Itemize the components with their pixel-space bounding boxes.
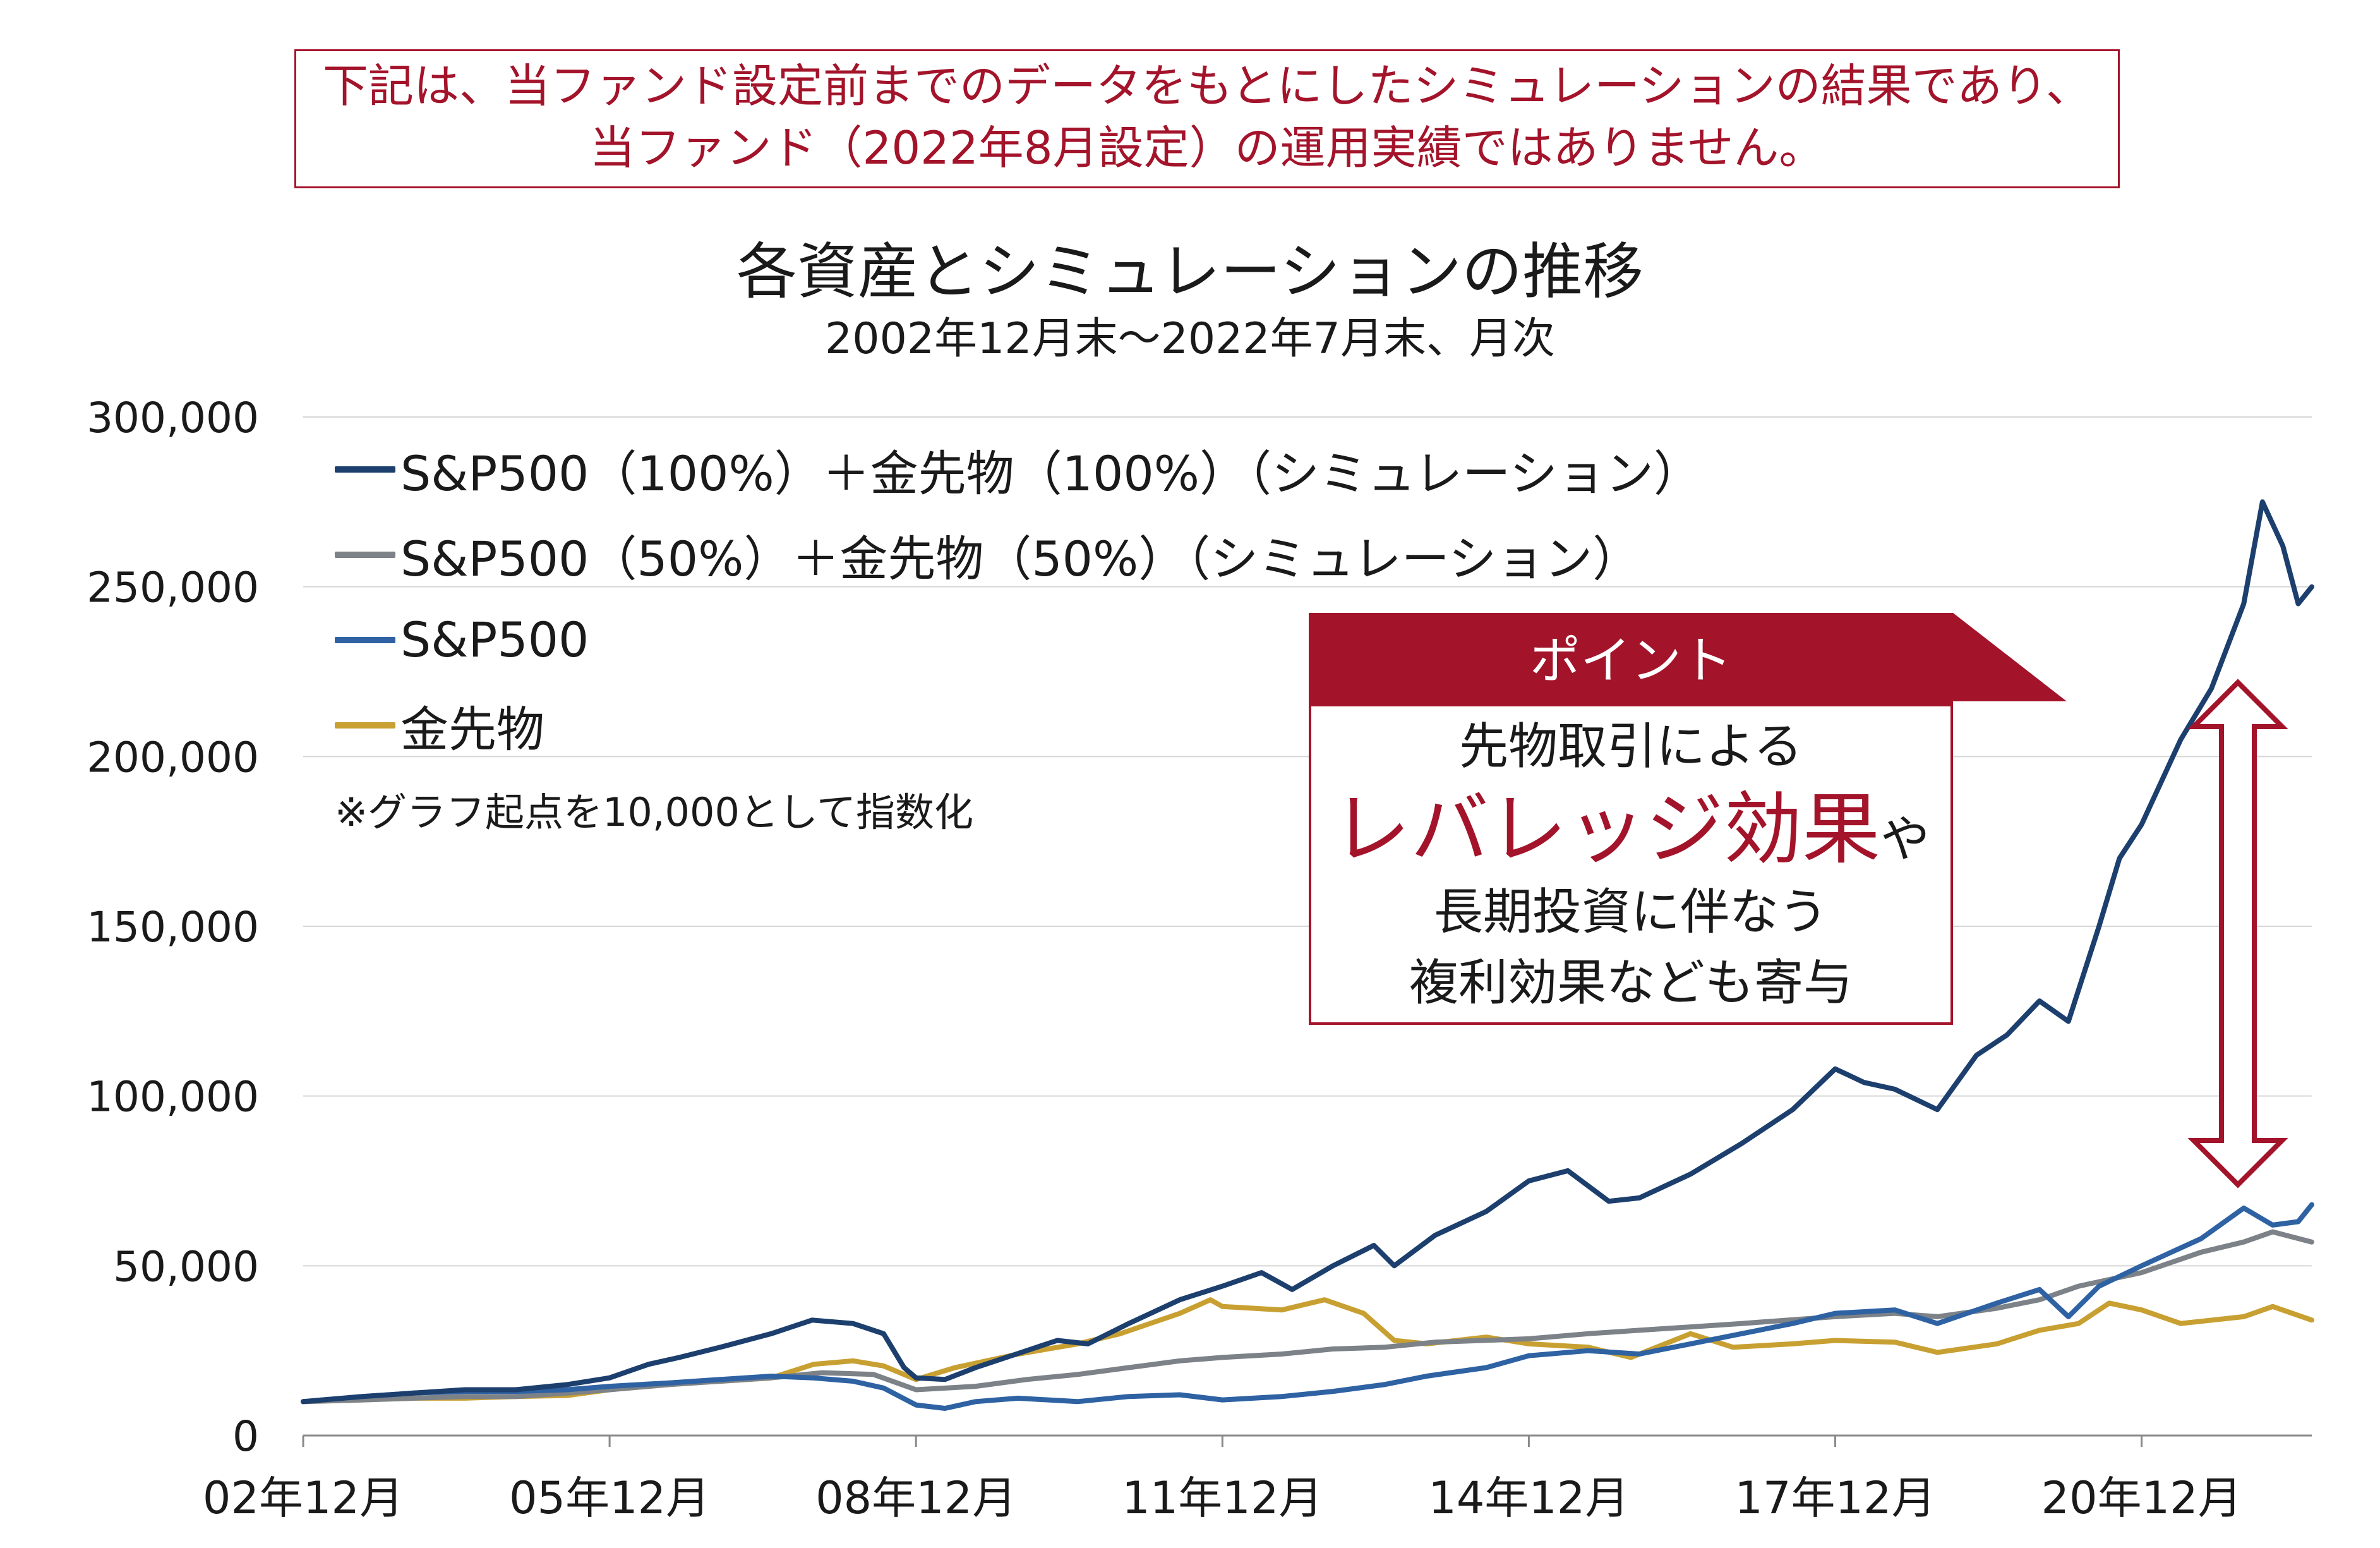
x-tick-label: 05年12月 bbox=[509, 1472, 710, 1524]
legend-item: S&P500（100%）＋金先物（100%）（シミュレーション） bbox=[335, 426, 1702, 512]
y-tick-label: 250,000 bbox=[87, 564, 259, 612]
double-arrow-shape bbox=[2187, 679, 2288, 1188]
y-tick-label: 0 bbox=[232, 1412, 259, 1461]
point-emphasis: レバレッジ効果 bbox=[1331, 784, 1880, 875]
chart-subtitle: 2002年12月末～2022年7月末、月次 bbox=[825, 314, 1555, 364]
point-emphasis-suffix: や bbox=[1880, 811, 1930, 868]
legend-label: 金先物 bbox=[400, 701, 544, 758]
point-emphasis-line: レバレッジ効果や bbox=[1311, 782, 1950, 877]
point-line-4: 複利効果なども寄与 bbox=[1409, 955, 1853, 1012]
y-tick-label: 300,000 bbox=[87, 394, 259, 442]
point-line-3: 長期投資に伴なう bbox=[1433, 884, 1828, 941]
legend-label: S&P500 bbox=[400, 612, 589, 668]
x-tick-label: 17年12月 bbox=[1734, 1472, 1935, 1524]
x-tick-label: 02年12月 bbox=[203, 1472, 404, 1524]
legend-label: S&P500（100%）＋金先物（100%）（シミュレーション） bbox=[400, 445, 1702, 502]
legend: S&P500（100%）＋金先物（100%）（シミュレーション） S&P500（… bbox=[335, 426, 1702, 768]
chart-title: 各資産とシミュレーションの推移 bbox=[736, 236, 1644, 307]
point-header: ポイント bbox=[1311, 615, 1950, 706]
y-tick-label: 50,000 bbox=[113, 1242, 259, 1291]
legend-swatch bbox=[335, 636, 395, 643]
legend-swatch bbox=[335, 466, 395, 473]
series-lines bbox=[301, 499, 2314, 1411]
legend-item: S&P500 bbox=[335, 597, 1702, 682]
disclaimer-box: 下記は、当ファンド設定前までのデータをもとにしたシミュレーションの結果であり、 … bbox=[294, 49, 2120, 188]
legend-item: 金先物 bbox=[335, 682, 1702, 768]
x-tick-label: 11年12月 bbox=[1122, 1472, 1323, 1524]
y-tick-label: 150,000 bbox=[87, 903, 259, 952]
series-line bbox=[301, 1202, 2314, 1411]
point-line-1: 先物取引による bbox=[1459, 718, 1803, 775]
legend-swatch bbox=[335, 722, 395, 729]
series-line bbox=[301, 499, 2314, 1405]
y-tick-label: 100,000 bbox=[87, 1073, 259, 1122]
legend-item: S&P500（50%）＋金先物（50%）（シミュレーション） bbox=[335, 512, 1702, 597]
point-body: 先物取引による レバレッジ効果や 長期投資に伴なう 複利効果なども寄与 bbox=[1311, 711, 1950, 1019]
point-callout: ポイント 先物取引による レバレッジ効果や 長期投資に伴なう 複利効果なども寄与 bbox=[1309, 613, 1953, 1025]
legend-label: S&P500（50%）＋金先物（50%）（シミュレーション） bbox=[400, 530, 1641, 587]
legend-swatch bbox=[335, 551, 395, 558]
grid-lines bbox=[303, 416, 2312, 1267]
y-tick-label: 200,000 bbox=[87, 733, 259, 782]
x-tick-label: 08年12月 bbox=[815, 1472, 1016, 1524]
disclaimer-line-1: 下記は、当ファンド設定前までのデータをもとにしたシミュレーションの結果であり、 bbox=[322, 59, 2092, 112]
double-arrow bbox=[2187, 679, 2288, 1188]
axes: 0 50,000 100,000 150,000 200,000 250,000 300,0… bbox=[87, 394, 2312, 1524]
series-line bbox=[301, 1229, 2314, 1405]
index-note: ※グラフ起点を10,000として指数化 bbox=[335, 789, 974, 835]
x-tick-label: 14年12月 bbox=[1428, 1472, 1629, 1524]
disclaimer-line-2: 当ファンド（2022年8月設定）の運用実績ではありません。 bbox=[589, 121, 1825, 174]
x-tick-label: 20年12月 bbox=[2041, 1472, 2242, 1524]
